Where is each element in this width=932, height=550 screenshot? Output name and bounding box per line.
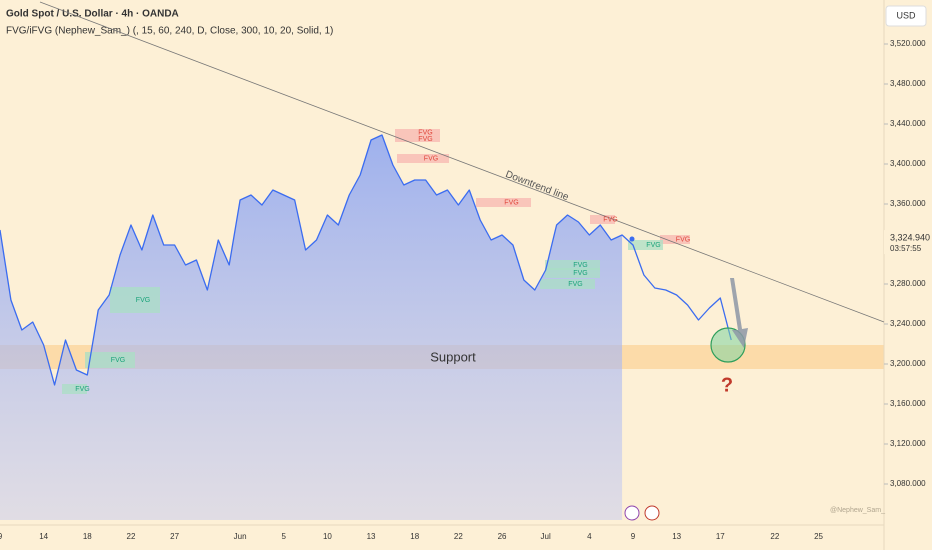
fvg-label: FVG <box>603 216 617 223</box>
fvg-zone <box>476 198 531 207</box>
x-tick-label: 4 <box>587 532 592 541</box>
x-tick-label: 18 <box>83 532 92 541</box>
fvg-label: FVG <box>646 242 660 249</box>
y-tick-label: 3,280.000 <box>890 279 926 288</box>
x-tick-label: 22 <box>127 532 136 541</box>
question-mark: ? <box>721 374 733 396</box>
y-tick-label: 3,440.000 <box>890 119 926 128</box>
fvg-label: FVG <box>75 386 89 393</box>
x-tick-label: 14 <box>39 532 48 541</box>
x-tick-label: 18 <box>410 532 419 541</box>
y-tick-label: 3,160.000 <box>890 399 926 408</box>
x-tick-label: 22 <box>770 532 779 541</box>
countdown-label: 03:57:55 <box>890 244 922 253</box>
fvg-label: FVG <box>111 357 125 364</box>
x-tick-label: Jun <box>234 532 247 541</box>
chart-title: Gold Spot / U.S. Dollar · 4h · OANDA <box>6 9 179 20</box>
area-fill <box>0 135 623 520</box>
fvg-zone <box>540 279 595 289</box>
support-label: Support <box>430 349 476 364</box>
fvg-label: FVG <box>504 199 518 206</box>
fvg-zone <box>545 268 600 278</box>
fvg-label: FVG <box>136 297 150 304</box>
fvg-label: FVG <box>568 281 582 288</box>
y-tick-label: 3,480.000 <box>890 79 926 88</box>
fvg-label: FVG <box>573 270 587 277</box>
fvg-label: FVG <box>573 262 587 269</box>
fvg-zone <box>395 136 440 142</box>
indicator-label: FVG/iFVG (Nephew_Sam_) (, 15, 60, 240, D… <box>6 26 333 37</box>
x-tick-label: 10 <box>323 532 332 541</box>
last-price-label: 3,324.940 <box>890 232 930 242</box>
fvg-zone <box>110 287 160 313</box>
price-line <box>0 134 732 386</box>
fvg-zone <box>85 352 135 368</box>
last-price-box <box>884 230 932 255</box>
x-tick-label: 26 <box>498 532 507 541</box>
x-tick-label: 5 <box>282 532 287 541</box>
fvg-zone <box>397 154 449 163</box>
forecast-arrow <box>730 278 748 348</box>
fvg-zone <box>660 235 690 244</box>
last-price-dot <box>629 236 635 242</box>
x-tick-label: 9 <box>0 532 3 541</box>
x-tick-label: 25 <box>814 532 823 541</box>
fvg-label: FVG <box>418 129 432 136</box>
x-tick-label: 9 <box>631 532 636 541</box>
currency[interactable]: USD <box>896 10 916 20</box>
event-icon[interactable] <box>644 505 660 521</box>
downtrend-line <box>39 1 885 323</box>
y-tick-label: 3,200.000 <box>890 359 926 368</box>
y-tick-label: 3,360.000 <box>890 199 926 208</box>
event-icon[interactable] <box>624 505 640 521</box>
fvg-zone <box>545 260 600 270</box>
x-tick-label: 22 <box>454 532 463 541</box>
y-tick-label: 3,240.000 <box>890 319 926 328</box>
fvg-zone <box>395 129 440 136</box>
fvg-zone <box>628 240 663 250</box>
y-tick-label: 3,520.000 <box>890 39 926 48</box>
fvg-label: FVG <box>424 155 438 162</box>
y-tick-label: 3,080.000 <box>890 479 926 488</box>
fvg-label: FVG <box>676 236 690 243</box>
fvg-zone <box>62 384 87 394</box>
fvg-label: FVG <box>418 136 432 143</box>
watermark: @Nephew_Sam_ <box>830 507 885 514</box>
x-tick-label: 27 <box>170 532 179 541</box>
x-tick-label: Jul <box>541 532 551 541</box>
x-tick-label: 13 <box>672 532 681 541</box>
x-tick-label: 13 <box>367 532 376 541</box>
plot-area <box>0 129 884 520</box>
event-icons[interactable] <box>624 505 660 521</box>
y-tick-label: 3,120.000 <box>890 439 926 448</box>
x-tick-label: 17 <box>716 532 725 541</box>
fvg-zone <box>590 215 615 224</box>
currency-box[interactable] <box>885 5 927 27</box>
y-tick-label: 3,400.000 <box>890 159 926 168</box>
